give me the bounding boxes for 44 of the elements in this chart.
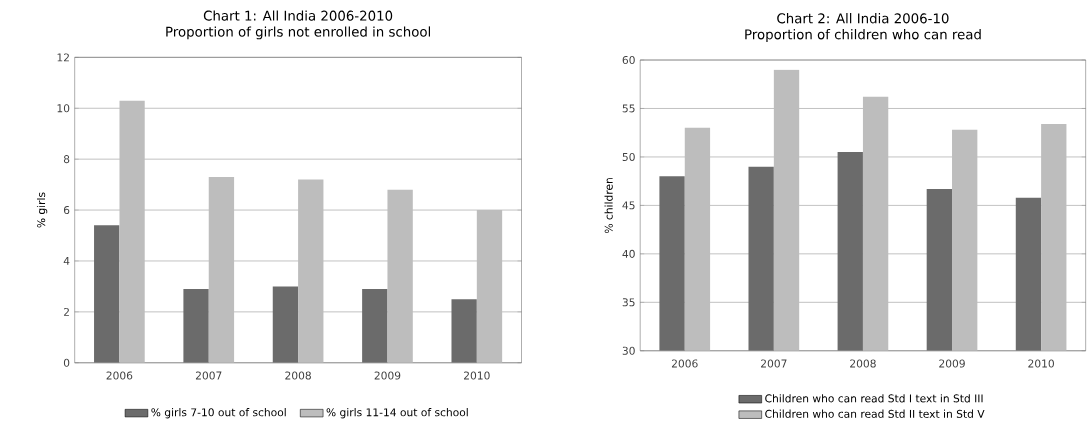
bar xyxy=(119,100,145,363)
y-tick-label: 8 xyxy=(63,155,70,164)
y-axis-title: % girls xyxy=(36,192,48,228)
chart-title: Chart 1: All India 2006-2010 xyxy=(203,10,393,21)
bar xyxy=(298,179,324,363)
x-tick-label: 2006 xyxy=(106,371,133,380)
y-tick-label: 10 xyxy=(57,104,70,113)
bar xyxy=(183,288,209,363)
x-tick-label: 2006 xyxy=(671,359,698,368)
legend-label: % girls 11-14 out of school xyxy=(326,408,468,419)
x-tick-label: 2008 xyxy=(285,371,311,380)
legend-label: % girls 7-10 out of school xyxy=(151,408,286,419)
y-tick-label: 35 xyxy=(622,298,635,307)
y-tick-label: 45 xyxy=(622,201,635,210)
chart-title: Chart 2: All India 2006-10 xyxy=(777,12,949,24)
y-tick-label: 50 xyxy=(622,152,635,161)
x-tick-label: 2007 xyxy=(761,359,787,368)
y-tick-label: 60 xyxy=(622,55,635,64)
y-tick-label: 30 xyxy=(622,346,635,355)
bar xyxy=(362,288,388,363)
x-tick-label: 2009 xyxy=(374,371,401,380)
bar xyxy=(476,209,503,363)
x-tick-label: 2008 xyxy=(850,359,876,368)
bar xyxy=(451,299,477,363)
bar xyxy=(272,286,299,363)
y-tick-label: 0 xyxy=(63,358,70,367)
x-tick-label: 2010 xyxy=(464,371,490,380)
chart-subtitle: Proportion of girls not enrolled in school xyxy=(166,26,431,40)
x-tick-label: 2010 xyxy=(1028,359,1054,368)
y-tick-label: 12 xyxy=(57,53,69,62)
y-tick-label: 40 xyxy=(622,249,635,258)
y-axis-title: % children xyxy=(604,178,613,233)
legend-label: Children who can read Std I text in Std III xyxy=(765,394,983,403)
y-tick-label: 4 xyxy=(63,257,70,265)
y-tick-label: 55 xyxy=(622,104,635,113)
x-tick-label: 2009 xyxy=(939,359,965,368)
legend-label: Children who can read Std II text in Std V xyxy=(765,409,985,418)
bar xyxy=(94,225,120,363)
y-tick-label: 2 xyxy=(63,307,69,316)
bar xyxy=(387,189,413,363)
chart-subtitle: Proportion of children who can read xyxy=(745,28,981,42)
y-tick-label: 6 xyxy=(63,205,70,215)
bar xyxy=(208,176,235,363)
x-tick-label: 2007 xyxy=(195,371,222,380)
